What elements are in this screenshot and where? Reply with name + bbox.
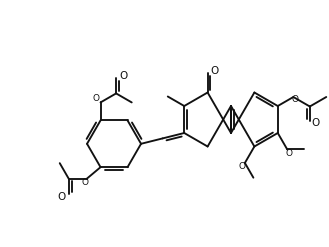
Text: O: O [312,119,320,128]
Text: O: O [239,163,245,171]
Text: O: O [211,65,219,76]
Text: O: O [119,71,127,82]
Text: O: O [81,178,88,187]
Text: O: O [286,149,293,158]
Text: O: O [92,94,99,103]
Text: O: O [292,96,299,104]
Text: O: O [58,192,66,202]
